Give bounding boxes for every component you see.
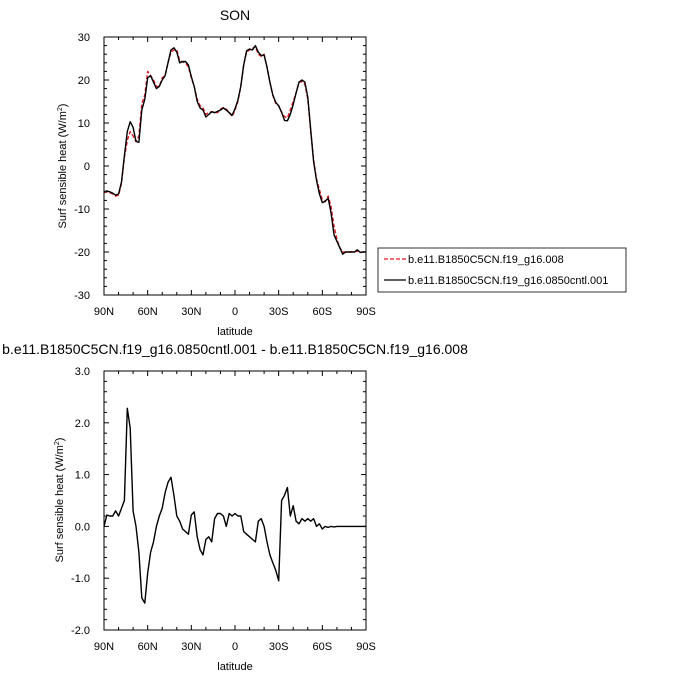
y-tick-label: 0 [84,161,90,173]
y-tick-label: -20 [74,247,90,259]
y-axis-label-close: ) [54,438,66,442]
chart-title: SON [220,7,250,23]
series-line-1 [103,407,366,604]
x-tick-label: 90S [356,306,376,318]
series-line-1 [103,45,366,254]
y-tick-label: 0.0 [75,521,90,533]
series-line-2 [103,44,366,255]
axes: 90N 60N 30N 0 30S 60S 90S -30 -20 -10 0 10 20 30 [74,32,376,318]
y-axis-label-close: ) [57,104,69,108]
y-axis-label-main: Surf sensible heat (W/m [57,111,69,228]
x-tick-label: 30N [181,306,201,318]
son-chart: SON 90N 60N 30N 0 30S 60S 90S-30-20-100102030 … [57,7,627,338]
x-tick-label: 30S [269,306,289,318]
x-axis-label: latitude [217,661,252,673]
x-tick-label: 90N [94,306,114,318]
y-tick-label: 1.0 [75,470,90,482]
y-axis-label-sup: 2 [57,107,64,111]
x-tick-label: 90N [94,641,114,653]
y-tick-label: -1.0 [71,573,90,585]
difference-chart: b.e11.B1850C5CN.f19_g16.0850cntl.001 - b… [2,341,468,673]
x-tick-label: 0 [232,306,238,318]
y-axis-label-sup: 2 [54,441,61,445]
x-tick-label: 60N [138,306,158,318]
y-tick-label: 2.0 [75,418,90,430]
x-tick-label: 30S [269,641,289,653]
y-tick-label: 10 [78,118,90,130]
legend-box [377,247,627,293]
line-series-group [103,44,366,255]
chart-title: b.e11.B1850C5CN.f19_g16.0850cntl.001 - b… [2,341,468,357]
legend: b.e11.B1850C5CN.f19_g16.008 b.e11.B1850C… [377,247,627,293]
axes: 90N 60N 30N 0 30S 60S 90S -2.0 -1.0 0.0 1.0 2.0 3.0 [71,366,376,653]
legend-label-series-1: b.e11.B1850C5CN.f19_g16.008 [408,254,564,266]
x-tick-label: 30N [181,641,201,653]
y-tick-label: 3.0 [75,366,90,378]
plot-frame [103,370,367,631]
plot-frame [103,36,367,296]
y-axis-label-main: Surf sensible heat (W/m [54,445,66,562]
y-tick-label: -2.0 [71,625,90,637]
y-tick-label: 30 [78,32,90,44]
y-tick-label: -30 [74,290,90,302]
x-tick-label: 90S [356,641,376,653]
y-axis-label: Surf sensible heat (W/m2) [54,438,66,563]
y-tick-label: -10 [74,204,90,216]
x-tick-label: 60N [138,641,158,653]
x-tick-label: 60S [313,641,333,653]
x-tick-label: 0 [232,641,238,653]
x-axis-label: latitude [217,326,252,338]
line-series-group [103,407,366,604]
legend-label-series-2: b.e11.B1850C5CN.f19_g16.0850cntl.001 [408,275,608,287]
y-axis-label: Surf sensible heat (W/m2) [57,104,69,229]
x-tick-label: 60S [313,306,333,318]
y-tick-label: 20 [78,75,90,87]
